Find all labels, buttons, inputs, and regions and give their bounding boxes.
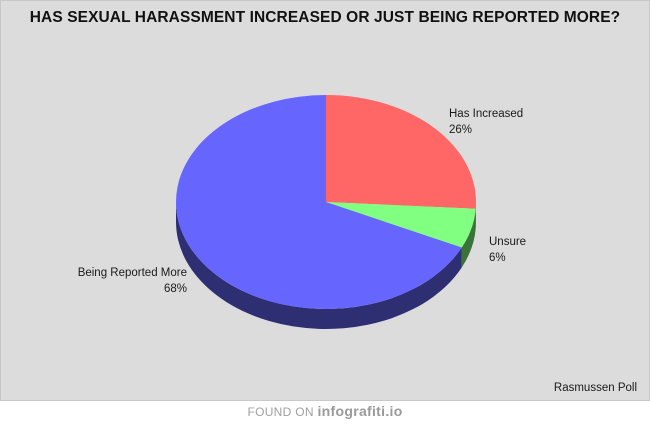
- slice-label-unsure: Unsure 6%: [489, 234, 526, 266]
- footer-prefix: FOUND ON: [247, 405, 314, 419]
- slice-name-unsure: Unsure: [489, 236, 527, 248]
- pie-slice-has-increased[interactable]: [326, 95, 477, 209]
- slice-name-being-reported-more: Being Reported More: [77, 267, 187, 279]
- pie-side-unsure: [461, 208, 476, 268]
- pie-side-being-reported-more: [176, 202, 462, 329]
- pie-chart: [176, 95, 477, 329]
- slice-value-unsure: 6%: [489, 252, 506, 264]
- slice-name-has-increased: Has Increased: [449, 108, 524, 120]
- chart-frame: HAS SEXUAL HARASSMENT INCREASED OR JUST …: [0, 0, 650, 401]
- pie-slice-unsure[interactable]: [326, 202, 476, 248]
- slice-label-being-reported-more: Being Reported More 68%: [69, 265, 187, 297]
- slice-label-has-increased: Has Increased 26%: [449, 106, 523, 138]
- footer-credit[interactable]: FOUND ON infografiti.io: [0, 401, 650, 424]
- chart-title: HAS SEXUAL HARASSMENT INCREASED OR JUST …: [29, 9, 621, 26]
- slice-value-has-increased: 26%: [449, 124, 473, 136]
- source-note: Rasmussen Poll: [553, 382, 637, 394]
- slice-value-being-reported-more: 68%: [163, 283, 187, 295]
- footer-brand: infografiti.io: [317, 403, 403, 419]
- pie-slice-being-reported-more[interactable]: [176, 95, 462, 309]
- pie-side-walls: [176, 202, 476, 329]
